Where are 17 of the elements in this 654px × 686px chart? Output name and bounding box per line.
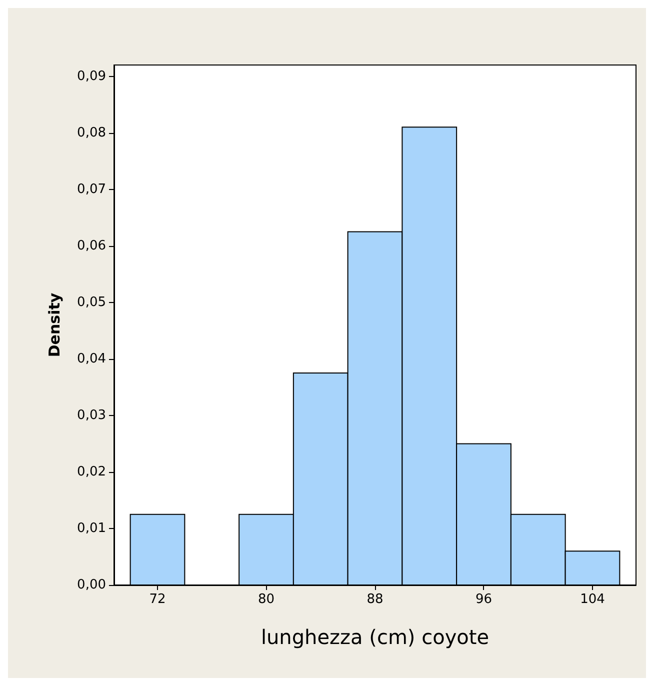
x-axis-title: lunghezza (cm) coyote: [260, 625, 490, 649]
y-tick-label: 0,06: [77, 238, 106, 254]
y-axis-title: Density: [46, 292, 64, 358]
y-tick-label: 0,05: [77, 294, 106, 310]
y-tick-label: 0,09: [77, 68, 106, 84]
y-tick-label: 0,07: [77, 182, 106, 197]
x-tick-label: 80: [258, 592, 275, 607]
y-tick-label: 0,01: [77, 520, 106, 536]
y-tick-label: 0,00: [77, 578, 106, 592]
y-tick-label: 0,04: [77, 351, 106, 366]
x-tick-label: 72: [149, 592, 166, 607]
x-tick-label: 104: [580, 592, 605, 607]
y-tick-label: 0,02: [77, 464, 106, 480]
x-tick-label: 96: [475, 592, 492, 607]
y-tick-label: 0,08: [77, 125, 106, 140]
y-tick-label: 0,03: [77, 408, 106, 423]
x-tick-label: 88: [366, 592, 384, 607]
